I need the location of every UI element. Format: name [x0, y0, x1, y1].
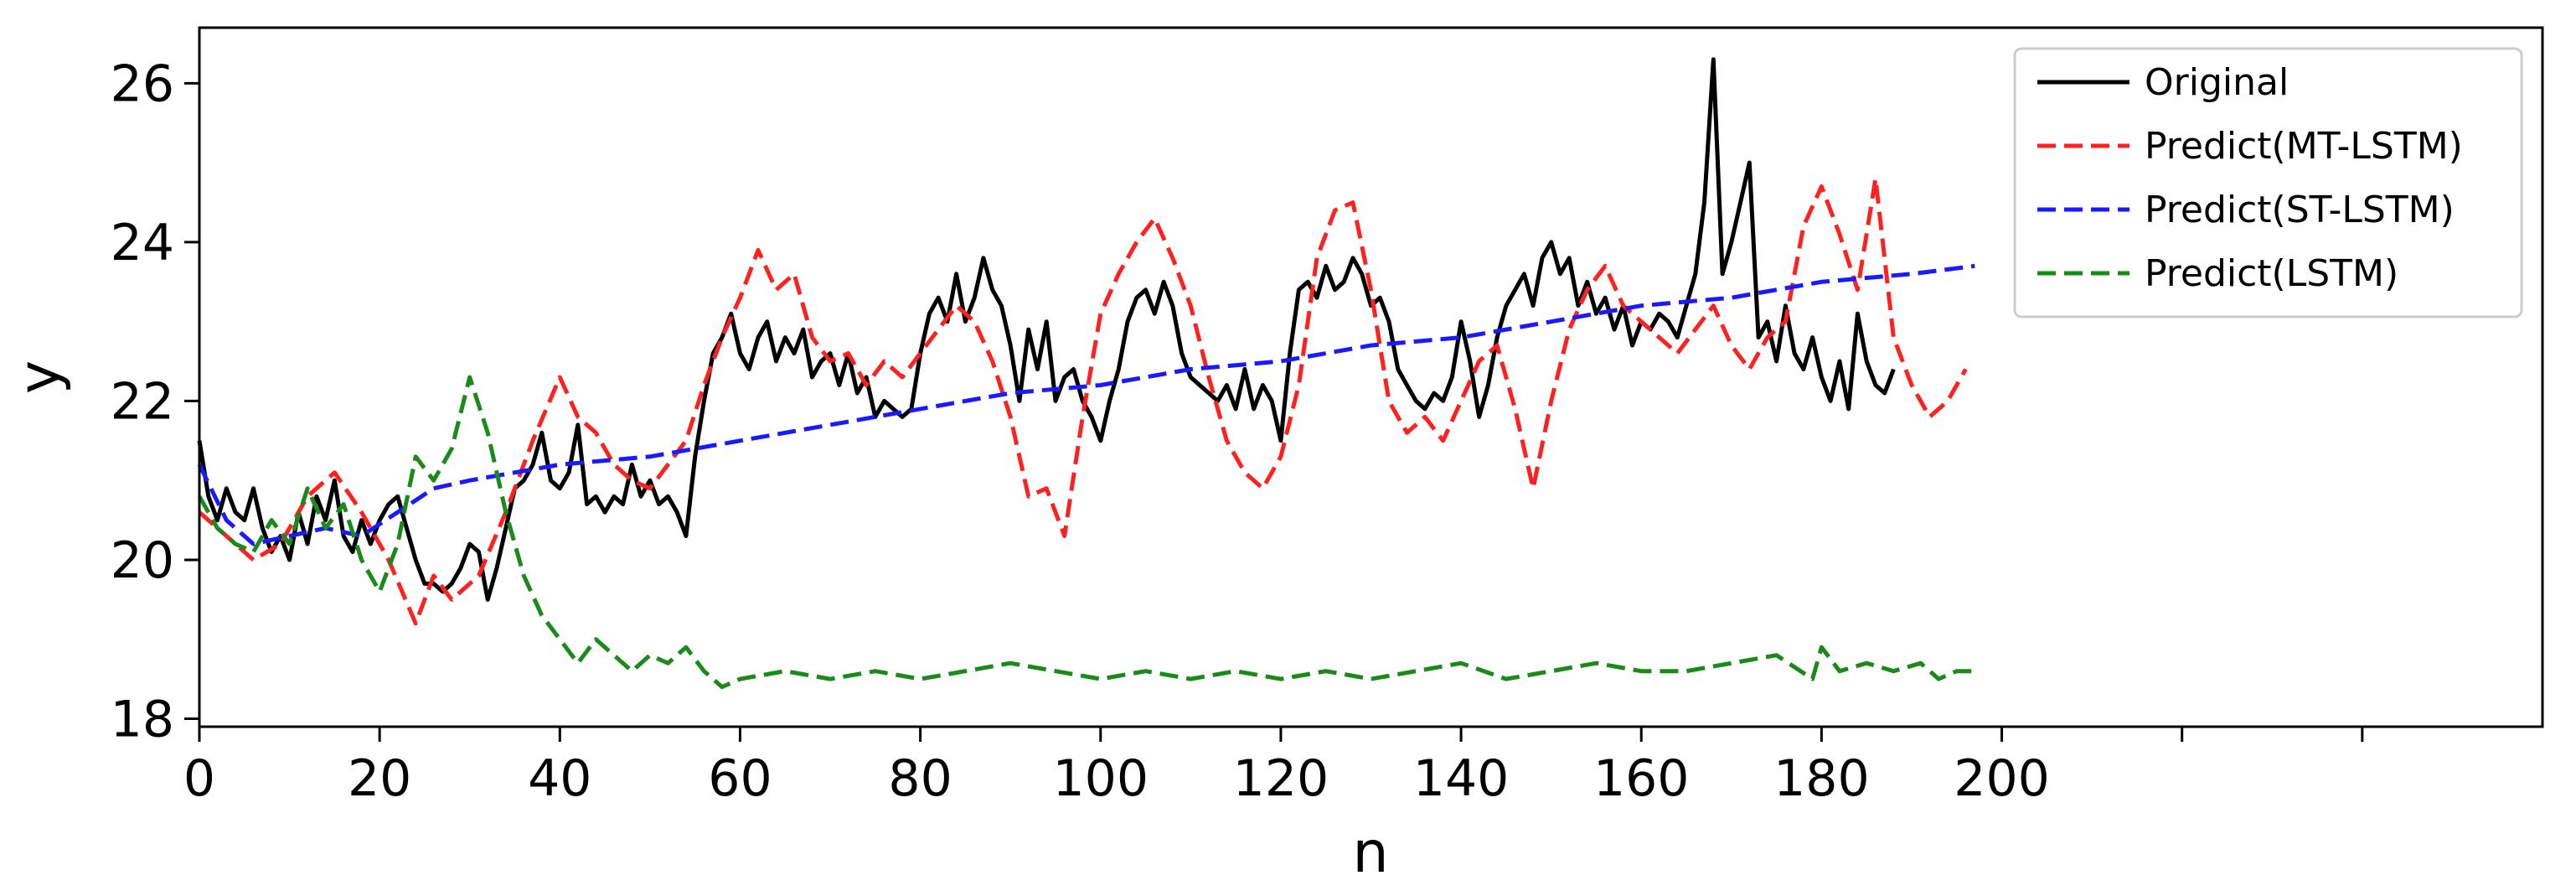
series-line-3 — [197, 375, 1975, 690]
y-tick-label: 24 — [111, 214, 174, 272]
legend: Original Predict(MT-LSTM) Predict(ST-LSTM)… — [2013, 47, 2523, 319]
series-line-1 — [198, 176, 1968, 626]
x-axis: 0 20 40 60 80 100 120 140 160 180 200 — [183, 727, 2364, 808]
legend-label-2: Predict(ST-LSTM) — [2145, 189, 2455, 231]
x-tick-label: 140 — [1413, 749, 1510, 808]
y-axis: 18 20 22 24 26 — [111, 54, 199, 749]
x-tick-label: 160 — [1593, 749, 1690, 808]
x-tick-label: 180 — [1773, 749, 1870, 808]
x-tick-label: 80 — [888, 749, 952, 808]
y-tick-label: 18 — [111, 691, 174, 749]
x-tick-label: 200 — [1954, 749, 2050, 808]
legend-box — [2013, 47, 2523, 319]
x-tick-label: 60 — [708, 749, 772, 808]
x-tick-label: 20 — [348, 749, 411, 808]
x-tick-label: 40 — [528, 749, 591, 808]
y-axis-label: y — [7, 360, 73, 394]
x-axis-label: n — [1352, 820, 1388, 886]
x-tick-label: 120 — [1233, 749, 1329, 808]
series-line-0 — [197, 57, 1896, 602]
legend-label-1: Predict(MT-LSTM) — [2145, 125, 2463, 168]
y-tick-label: 26 — [111, 54, 174, 113]
plot-area-frame — [198, 26, 2544, 728]
series-line-2 — [197, 263, 1975, 546]
x-tick-label: 0 — [183, 749, 215, 808]
series-layer — [197, 57, 1975, 690]
y-tick-label: 22 — [111, 372, 174, 431]
legend-label-3: Predict(LSTM) — [2145, 252, 2398, 295]
legend-label-0: Original — [2145, 61, 2289, 104]
y-tick-label: 20 — [111, 531, 174, 590]
x-tick-label: 100 — [1053, 749, 1149, 808]
